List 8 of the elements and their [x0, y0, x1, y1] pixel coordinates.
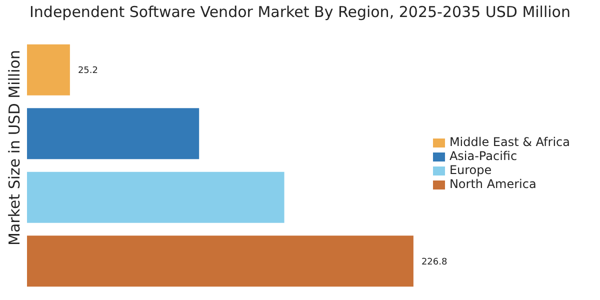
legend-label: Asia-Pacific	[449, 149, 518, 163]
y-axis-title: Market Size in USD Million	[5, 50, 24, 246]
legend-label: North America	[449, 177, 536, 191]
data-label: 25.2	[78, 66, 98, 76]
chart-title: Independent Software Vendor Market By Region, 2025-2035 USD Million	[28, 2, 572, 23]
data-label: 226.8	[421, 257, 448, 268]
legend-label: Europe	[449, 163, 492, 177]
legend-label: Middle East & Africa	[449, 135, 570, 149]
